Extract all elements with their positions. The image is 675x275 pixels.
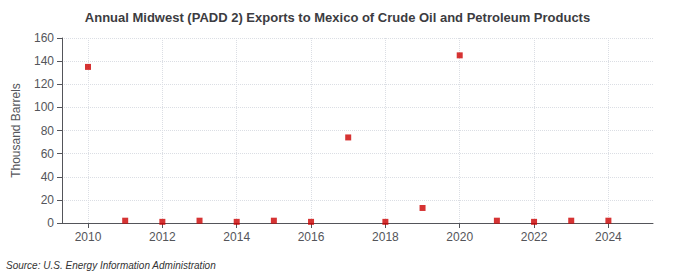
- svg-text:2012: 2012: [149, 230, 176, 244]
- svg-text:2014: 2014: [223, 230, 250, 244]
- svg-text:120: 120: [34, 77, 54, 91]
- svg-text:80: 80: [41, 124, 55, 138]
- svg-text:100: 100: [34, 100, 54, 114]
- svg-text:40: 40: [41, 170, 55, 184]
- svg-text:60: 60: [41, 147, 55, 161]
- svg-text:2022: 2022: [521, 230, 548, 244]
- svg-text:2010: 2010: [75, 230, 102, 244]
- svg-text:2018: 2018: [372, 230, 399, 244]
- svg-text:160: 160: [34, 31, 54, 45]
- svg-text:Source: U.S. Energy Informatio: Source: U.S. Energy Information Administ…: [6, 260, 216, 271]
- svg-text:20: 20: [41, 193, 55, 207]
- svg-text:0: 0: [47, 216, 54, 230]
- svg-text:2024: 2024: [595, 230, 622, 244]
- svg-text:Thousand Barrels: Thousand Barrels: [9, 83, 23, 178]
- svg-text:2020: 2020: [446, 230, 473, 244]
- svg-text:Annual Midwest (PADD 2) Export: Annual Midwest (PADD 2) Exports to Mexic…: [85, 10, 590, 25]
- svg-text:2016: 2016: [298, 230, 325, 244]
- svg-text:140: 140: [34, 54, 54, 68]
